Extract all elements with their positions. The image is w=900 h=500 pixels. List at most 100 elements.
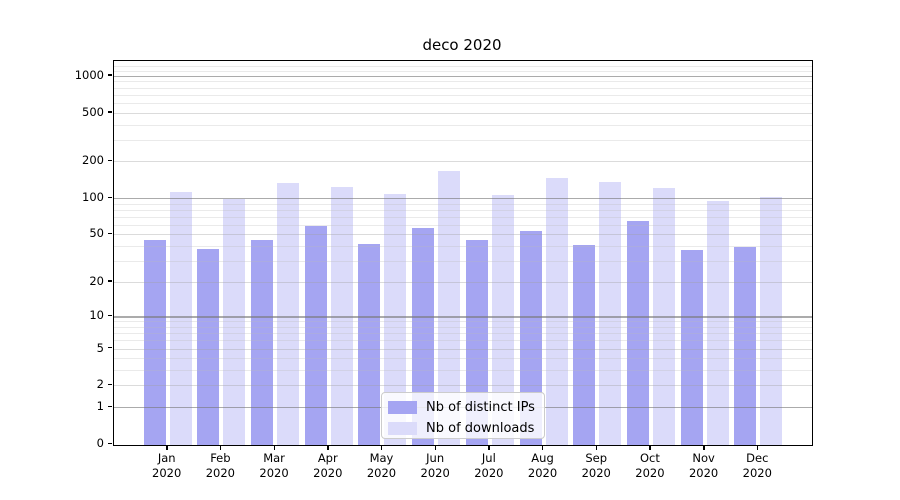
- x-tick-label-jun: Jun 2020: [420, 451, 450, 480]
- x-tick-label-nov: Nov 2020: [688, 451, 719, 480]
- y-tick-mark-50: [108, 232, 112, 235]
- y-tick-label-20: 20: [89, 273, 104, 288]
- y-tick-label-100: 100: [82, 190, 104, 205]
- x-tick-mark-oct: [649, 445, 651, 450]
- bar-downloads-aug: [545, 178, 568, 445]
- bar-distinct-ips-aug: [519, 231, 542, 445]
- bar-distinct-ips-jun: [412, 227, 435, 445]
- legend-swatch-distinct-ips: [388, 401, 417, 414]
- bar-downloads-jul: [491, 194, 514, 445]
- bar-downloads-may: [384, 194, 407, 445]
- bar-downloads-sep: [599, 181, 622, 445]
- gridline-minor: [114, 81, 812, 83]
- x-tick-mark-jan: [166, 445, 168, 450]
- bar-downloads-mar: [277, 183, 300, 445]
- gridline-minor: [114, 103, 812, 105]
- gridline-minor: [114, 261, 812, 262]
- x-tick-mark-dec: [756, 445, 759, 450]
- x-tick-label-jul: Jul 2020: [474, 451, 504, 480]
- gridline-minor: [114, 326, 812, 328]
- y-tick-mark-10: [108, 314, 112, 317]
- gridline-minor: [114, 124, 812, 126]
- y-tick-label-0: 0: [96, 436, 104, 450]
- y-tick-label-5: 5: [96, 340, 104, 355]
- gridline-minor: [114, 209, 812, 211]
- y-tick-label-500: 500: [82, 104, 104, 119]
- y-tick-mark-1: [108, 405, 112, 407]
- x-tick-mark-mar: [273, 445, 275, 450]
- y-tick-mark-1000: [108, 74, 112, 76]
- legend-label-downloads: Nb of downloads: [426, 421, 535, 436]
- y-tick-mark-200: [108, 159, 112, 162]
- x-tick-label-oct: Oct 2020: [635, 451, 665, 480]
- x-tick-label-aug: Aug 2020: [527, 451, 558, 480]
- gridline-minor: [114, 70, 812, 72]
- y-tick-mark-100: [108, 196, 112, 198]
- gridline-minor: [114, 358, 812, 360]
- x-tick-mark-jul: [488, 445, 490, 450]
- legend-swatch-downloads: [388, 422, 417, 435]
- legend-label-distinct-ips: Nb of distinct IPs: [426, 400, 535, 415]
- gridline-200: [114, 161, 812, 163]
- gridline-50: [114, 234, 812, 236]
- x-tick-mark-may: [380, 445, 383, 450]
- x-tick-label-jan: Jan 2020: [152, 451, 182, 480]
- bar-distinct-ips-mar: [251, 239, 274, 445]
- x-tick-label-apr: Apr 2020: [313, 451, 343, 480]
- chart-title: deco 2020: [422, 36, 502, 54]
- x-tick-mark-apr: [327, 445, 329, 450]
- y-tick-label-2: 2: [96, 377, 104, 392]
- y-tick-label-1000: 1000: [74, 67, 104, 82]
- x-tick-label-feb: Feb 2020: [205, 451, 236, 480]
- gridline-1000: [114, 75, 812, 78]
- gridline-minor: [114, 246, 812, 248]
- bar-downloads-jan: [169, 191, 192, 445]
- bar-downloads-jun: [438, 171, 461, 445]
- gridline-minor: [114, 216, 812, 218]
- gridline-minor: [114, 66, 812, 68]
- y-tick-mark-500: [108, 111, 112, 113]
- y-tick-mark-5: [108, 347, 112, 349]
- legend-item-downloads: Nb of downloads: [388, 418, 538, 439]
- gridline-minor: [114, 333, 812, 335]
- bar-downloads-dec: [760, 197, 783, 445]
- x-tick-label-may: May 2020: [366, 451, 397, 480]
- grid-layer: [114, 61, 812, 445]
- bar-distinct-ips-dec: [734, 247, 757, 445]
- gridline-minor: [114, 224, 812, 226]
- bar-distinct-ips-may: [358, 243, 381, 445]
- gridline-minor: [114, 139, 812, 141]
- bar-distinct-ips-feb: [197, 248, 220, 445]
- plot-area: Nb of distinct IPs Nb of downloads: [113, 60, 813, 446]
- gridline-minor: [114, 203, 812, 205]
- x-tick-mark-jun: [434, 445, 437, 450]
- gridline-minor: [114, 321, 812, 323]
- gridline-minor: [114, 94, 812, 96]
- bar-distinct-ips-oct: [626, 220, 649, 445]
- x-tick-mark-feb: [219, 445, 222, 450]
- bar-distinct-ips-apr: [304, 225, 327, 445]
- x-tick-mark-nov: [703, 445, 705, 450]
- gridline-500: [114, 112, 812, 114]
- gridline-2: [114, 385, 812, 387]
- bar-distinct-ips-sep: [573, 244, 596, 445]
- gridline-10: [114, 316, 812, 318]
- gridline-20: [114, 281, 812, 283]
- x-tick-mark-aug: [542, 445, 544, 450]
- bar-downloads-feb: [223, 198, 246, 445]
- gridline-minor: [114, 370, 812, 372]
- legend-item-distinct-ips: Nb of distinct IPs: [388, 397, 538, 418]
- x-tick-label-mar: Mar 2020: [259, 451, 289, 480]
- bar-distinct-ips-jan: [143, 239, 166, 445]
- bar-distinct-ips-nov: [680, 250, 703, 445]
- x-tick-label-dec: Dec 2020: [742, 451, 772, 480]
- bar-downloads-nov: [706, 201, 729, 445]
- gridline-100: [114, 198, 812, 200]
- y-tick-label-1: 1: [96, 399, 104, 414]
- legend: Nb of distinct IPs Nb of downloads: [381, 392, 545, 439]
- y-tick-mark-20: [108, 280, 112, 282]
- y-tick-mark-0: [108, 442, 112, 444]
- bar-downloads-apr: [330, 187, 353, 445]
- y-tick-label-10: 10: [89, 308, 104, 323]
